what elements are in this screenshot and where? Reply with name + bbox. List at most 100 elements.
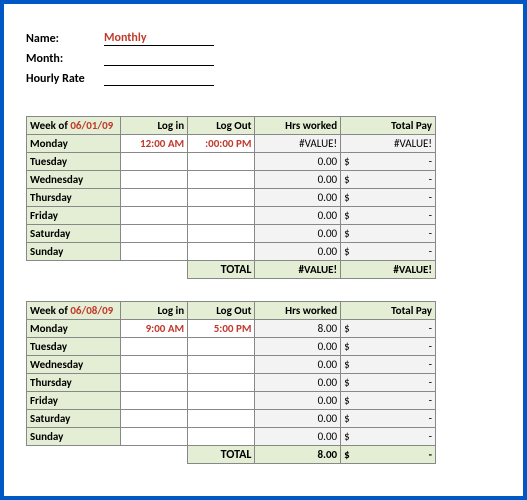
logout-cell[interactable]: [188, 225, 255, 243]
hrs-cell: 0.00: [255, 171, 341, 189]
month-value[interactable]: [104, 50, 214, 66]
pay-cell: $-: [341, 392, 436, 410]
header-row: Week of 06/08/09Log inLog OutHrs workedT…: [27, 302, 436, 320]
hrs-cell: 8.00: [255, 320, 341, 338]
pay-cell: $-: [341, 410, 436, 428]
hrs-cell: 0.00: [255, 207, 341, 225]
pay-cell: $-: [341, 374, 436, 392]
day-row: Thursday 0.00$-: [27, 189, 436, 207]
day-row: Friday0.00$-: [27, 207, 436, 225]
total-label: TOTAL: [188, 446, 255, 464]
day-cell: Thursday: [27, 374, 121, 392]
login-cell[interactable]: [120, 356, 187, 374]
name-value[interactable]: Monthly: [104, 30, 214, 46]
day-cell: Thursday: [27, 189, 121, 207]
day-row: Wednesday 0.00$-: [27, 171, 436, 189]
day-row: Tuesday0.00$-: [27, 153, 436, 171]
pay-cell: $-: [341, 225, 436, 243]
login-cell[interactable]: 12:00 AM: [120, 135, 187, 153]
day-cell: Saturday: [27, 225, 121, 243]
hrs-cell: 0.00: [255, 153, 341, 171]
hrs-cell: 0.00: [255, 189, 341, 207]
logout-cell[interactable]: [188, 243, 255, 261]
pay-cell: $-: [341, 171, 436, 189]
week-table: Week of 06/01/09Log inLog OutHrs workedT…: [26, 116, 436, 279]
pay-cell: $-: [341, 153, 436, 171]
rate-label: Hourly Rate: [26, 72, 104, 86]
login-cell[interactable]: [120, 171, 187, 189]
col-hrs: Hrs worked: [255, 302, 341, 320]
logout-cell[interactable]: [188, 207, 255, 225]
pay-cell: $-: [341, 243, 436, 261]
login-cell[interactable]: [120, 207, 187, 225]
login-cell[interactable]: [120, 225, 187, 243]
day-cell: Saturday: [27, 410, 121, 428]
hrs-cell: 0.00: [255, 356, 341, 374]
col-login: Log in: [120, 117, 187, 135]
total-label: TOTAL: [188, 261, 255, 279]
day-row: Thursday 0.00$-: [27, 374, 436, 392]
day-row: Monday12:00 AM:00:00 PM#VALUE!#VALUE!: [27, 135, 436, 153]
pay-cell: $-: [341, 189, 436, 207]
hrs-cell: 0.00: [255, 243, 341, 261]
logout-cell[interactable]: :00:00 PM: [188, 135, 255, 153]
day-row: Monday9:00 AM5:00 PM8.00$-: [27, 320, 436, 338]
login-cell[interactable]: 9:00 AM: [120, 320, 187, 338]
hrs-cell: 0.00: [255, 392, 341, 410]
header-rate-row: Hourly Rate: [26, 68, 501, 86]
day-cell: Friday: [27, 392, 121, 410]
logout-cell[interactable]: [188, 374, 255, 392]
header-month-row: Month:: [26, 48, 501, 66]
total-pay: #VALUE!: [341, 261, 436, 279]
day-cell: Tuesday: [27, 338, 121, 356]
logout-cell[interactable]: [188, 356, 255, 374]
login-cell[interactable]: [120, 392, 187, 410]
pay-cell: $-: [341, 428, 436, 446]
col-logout: Log Out: [188, 117, 255, 135]
logout-cell[interactable]: [188, 171, 255, 189]
logout-cell[interactable]: [188, 189, 255, 207]
day-row: Tuesday0.00$-: [27, 338, 436, 356]
hrs-cell: 0.00: [255, 410, 341, 428]
logout-cell[interactable]: 5:00 PM: [188, 320, 255, 338]
login-cell[interactable]: [120, 153, 187, 171]
hrs-cell: 0.00: [255, 225, 341, 243]
day-cell: Wednesday: [27, 356, 121, 374]
day-cell: Monday: [27, 135, 121, 153]
login-cell[interactable]: [120, 189, 187, 207]
hrs-cell: 0.00: [255, 374, 341, 392]
login-cell[interactable]: [120, 428, 187, 446]
header-row: Week of 06/01/09Log inLog OutHrs workedT…: [27, 117, 436, 135]
login-cell[interactable]: [120, 374, 187, 392]
logout-cell[interactable]: [188, 338, 255, 356]
logout-cell[interactable]: [188, 153, 255, 171]
timesheet-document: Name: Monthly Month: Hourly Rate Week of…: [0, 0, 527, 500]
logout-cell[interactable]: [188, 392, 255, 410]
logout-cell[interactable]: [188, 410, 255, 428]
week-table: Week of 06/08/09Log inLog OutHrs workedT…: [26, 301, 436, 464]
col-pay: Total Pay: [341, 302, 436, 320]
pay-cell: $-: [341, 320, 436, 338]
login-cell[interactable]: [120, 338, 187, 356]
login-cell[interactable]: [120, 410, 187, 428]
col-login: Log in: [120, 302, 187, 320]
day-cell: Monday: [27, 320, 121, 338]
total-blank: [120, 446, 187, 464]
header-name-row: Name: Monthly: [26, 28, 501, 46]
name-label: Name:: [26, 32, 104, 46]
day-row: Sunday 0.00$-: [27, 243, 436, 261]
pay-cell: $-: [341, 338, 436, 356]
day-cell: Wednesday: [27, 171, 121, 189]
total-hrs: #VALUE!: [255, 261, 341, 279]
pay-cell: $-: [341, 207, 436, 225]
total-row: TOTAL8.00$-: [27, 446, 436, 464]
logout-cell[interactable]: [188, 428, 255, 446]
login-cell[interactable]: [120, 243, 187, 261]
hrs-cell: 0.00: [255, 428, 341, 446]
col-logout: Log Out: [188, 302, 255, 320]
rate-value[interactable]: [104, 70, 214, 86]
week-of-cell: Week of 06/08/09: [27, 302, 121, 320]
day-cell: Sunday: [27, 243, 121, 261]
col-hrs: Hrs worked: [255, 117, 341, 135]
day-row: Friday 0.00$-: [27, 392, 436, 410]
